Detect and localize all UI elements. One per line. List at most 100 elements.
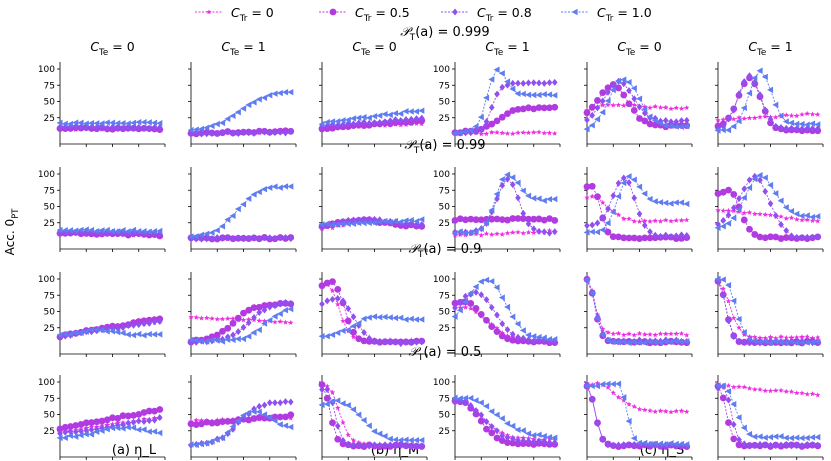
row-title: 𝒫T(a) = 0.9: [409, 242, 482, 260]
data-point: [245, 195, 252, 202]
data-point: [715, 277, 721, 285]
data-point: [636, 218, 643, 224]
series: [715, 381, 821, 398]
data-point: [609, 208, 616, 216]
data-point: [636, 336, 643, 344]
data-point: [804, 217, 810, 223]
data-point: [761, 234, 769, 242]
data-point: [615, 77, 622, 85]
series: [715, 279, 821, 341]
data-point: [250, 408, 257, 415]
data-point: [762, 187, 769, 195]
data-point: [208, 336, 215, 344]
data-point: [720, 291, 727, 299]
data-point: [756, 433, 763, 440]
data-point: [715, 207, 721, 213]
y-tick-label: 50: [439, 98, 451, 108]
data-point: [340, 297, 346, 305]
data-point: [335, 405, 341, 411]
data-point: [130, 331, 137, 339]
data-point: [620, 394, 627, 401]
data-point: [535, 104, 543, 112]
data-point: [736, 114, 742, 120]
data-point: [667, 200, 674, 207]
data-point: [546, 433, 553, 441]
data-point: [329, 124, 336, 132]
data-point: [392, 338, 399, 346]
data-point: [488, 206, 495, 214]
panel-r2-c3: [451, 272, 561, 357]
data-point: [514, 426, 521, 434]
data-point: [498, 113, 506, 121]
data-point: [61, 120, 68, 127]
data-point: [77, 432, 84, 439]
data-point: [772, 233, 780, 241]
data-point: [493, 190, 500, 198]
data-point: [678, 408, 685, 414]
data-point: [672, 337, 679, 345]
data-point: [778, 124, 784, 131]
data-point: [793, 210, 800, 218]
data-point: [615, 339, 622, 346]
data-point: [208, 438, 215, 445]
data-point: [451, 230, 458, 237]
data-point: [651, 198, 658, 205]
data-point: [145, 428, 152, 435]
data-point: [255, 414, 263, 421]
data-point: [736, 195, 742, 203]
data-point: [72, 422, 80, 429]
data-point: [540, 432, 547, 440]
data-point: [530, 215, 538, 223]
data-point: [525, 79, 532, 87]
data-point: [530, 337, 537, 345]
data-point: [652, 332, 658, 338]
data-point: [804, 391, 810, 397]
data-point: [599, 214, 606, 222]
data-point: [418, 221, 425, 229]
data-point: [456, 307, 463, 314]
data-point: [514, 215, 522, 222]
data-point: [188, 314, 194, 320]
data-point: [477, 113, 484, 121]
data-point: [625, 339, 632, 347]
data-point: [684, 104, 690, 110]
data-point: [213, 227, 220, 234]
data-point: [250, 415, 258, 422]
data-point: [271, 90, 278, 97]
data-point: [224, 417, 232, 425]
data-point: [255, 408, 262, 416]
data-point: [245, 306, 253, 314]
data-point: [615, 441, 622, 449]
data-point: [245, 101, 252, 109]
series: [583, 382, 691, 451]
data-point: [756, 67, 763, 74]
series-line: [586, 83, 687, 128]
data-point: [678, 123, 685, 130]
data-point: [350, 437, 357, 443]
data-point: [625, 78, 632, 86]
col-title: CTe = 1: [221, 39, 265, 58]
data-point: [788, 215, 795, 221]
data-point: [626, 331, 632, 337]
data-point: [509, 181, 516, 189]
data-point: [514, 320, 521, 328]
data-point: [82, 430, 89, 438]
col-title: CTe = 1: [485, 39, 529, 58]
data-point: [725, 388, 732, 395]
data-point: [209, 235, 215, 243]
series: [451, 66, 558, 137]
data-point: [67, 432, 74, 439]
data-point: [456, 215, 464, 223]
data-point: [467, 401, 474, 409]
data-point: [318, 120, 325, 128]
col-title: CTe = 0: [352, 39, 396, 58]
data-point: [477, 417, 485, 425]
data-point: [736, 337, 742, 345]
data-point: [261, 320, 268, 327]
data-point: [272, 399, 278, 407]
data-point: [77, 421, 85, 428]
data-point: [662, 231, 669, 239]
data-point: [192, 421, 200, 429]
data-point: [214, 234, 221, 242]
data-point: [630, 107, 638, 114]
